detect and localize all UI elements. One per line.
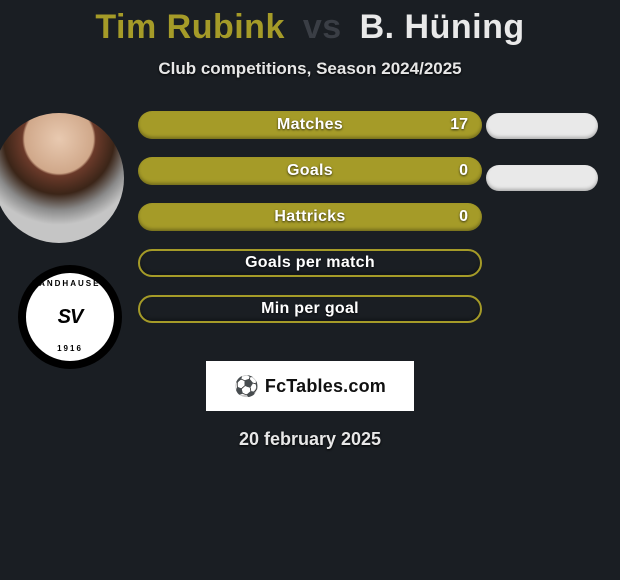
- stat-label: Min per goal: [261, 300, 359, 318]
- branding-text: FcTables.com: [265, 376, 386, 397]
- branding-box: ⚽ FcTables.com: [206, 361, 414, 411]
- stat-value-left: 17: [450, 116, 468, 134]
- stat-value-left: 0: [459, 162, 468, 180]
- stat-label: Goals: [287, 162, 333, 180]
- title-vs: vs: [303, 8, 342, 46]
- club-badge-center: SV: [58, 306, 83, 329]
- stat-bar-min-per-goal: Min per goal: [138, 295, 482, 323]
- club-badge-inner: SANDHAUSEN SV 1916: [24, 271, 116, 363]
- title-player2: B. Hüning: [360, 8, 525, 46]
- stat-bar-goals-per-match: Goals per match: [138, 249, 482, 277]
- stat-bar-goals: Goals 0: [138, 157, 482, 185]
- comparison-panel: SANDHAUSEN SV 1916 Matches 17 Goals 0 Ha…: [0, 113, 620, 343]
- stat-label: Hattricks: [274, 208, 345, 226]
- club-badge: SANDHAUSEN SV 1916: [18, 265, 122, 369]
- subtitle: Club competitions, Season 2024/2025: [0, 59, 620, 79]
- stat-value-left: 0: [459, 208, 468, 226]
- club-badge-top-text: SANDHAUSEN: [26, 279, 114, 288]
- stat-pill-right-goals: [486, 165, 598, 191]
- stat-label: Matches: [277, 116, 343, 134]
- club-badge-year: 1916: [26, 344, 114, 353]
- stat-bar-matches: Matches 17: [138, 111, 482, 139]
- stat-label: Goals per match: [245, 254, 375, 272]
- stats-bars: Matches 17 Goals 0 Hattricks 0 Goals per…: [138, 111, 482, 341]
- stat-bar-hattricks: Hattricks 0: [138, 203, 482, 231]
- page-title: Tim Rubink vs B. Hüning: [0, 0, 620, 47]
- soccer-ball-icon: ⚽: [234, 374, 259, 399]
- title-player1: Tim Rubink: [95, 8, 285, 46]
- stat-pill-right-matches: [486, 113, 598, 139]
- page-root: Tim Rubink vs B. Hüning Club competition…: [0, 0, 620, 580]
- date-text: 20 february 2025: [0, 429, 620, 450]
- player1-photo: [0, 113, 124, 243]
